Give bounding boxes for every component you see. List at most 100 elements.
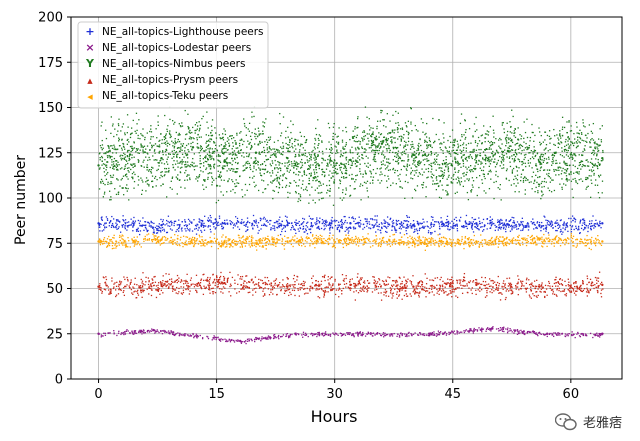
data-point <box>379 229 382 232</box>
data-point <box>312 199 314 201</box>
data-point <box>545 219 547 221</box>
data-point <box>394 137 396 139</box>
data-point <box>571 215 574 217</box>
data-point <box>321 173 323 176</box>
data-point <box>450 155 452 157</box>
data-point <box>138 152 140 154</box>
data-point <box>445 334 448 336</box>
data-point <box>294 163 297 166</box>
data-point <box>305 174 308 176</box>
data-point <box>547 175 549 177</box>
data-point <box>263 172 265 175</box>
data-point <box>136 149 138 151</box>
data-point <box>196 125 199 127</box>
data-point <box>110 132 112 135</box>
data-point <box>339 169 342 171</box>
data-point <box>243 169 245 171</box>
data-point <box>123 168 125 170</box>
data-point <box>596 223 598 225</box>
data-point <box>221 152 224 155</box>
data-point <box>565 175 568 177</box>
data-point <box>385 334 388 336</box>
data-point <box>398 124 400 126</box>
data-point <box>525 142 527 145</box>
data-point <box>358 140 360 142</box>
data-point <box>314 189 316 191</box>
data-point <box>397 159 399 161</box>
data-point <box>364 170 366 172</box>
data-point <box>508 220 510 222</box>
data-point <box>549 142 551 144</box>
data-point <box>209 148 211 150</box>
data-point <box>344 230 346 232</box>
data-point <box>547 223 549 226</box>
data-point <box>244 194 246 196</box>
data-point <box>225 151 227 153</box>
data-point <box>225 340 227 343</box>
data-point <box>425 186 427 188</box>
data-point <box>401 151 404 153</box>
data-point <box>294 332 297 335</box>
data-point <box>555 169 557 171</box>
data-point <box>372 182 374 184</box>
data-point <box>261 338 263 340</box>
data-point <box>473 223 476 225</box>
data-point <box>489 227 491 229</box>
data-point <box>594 334 596 337</box>
data-point <box>540 230 542 232</box>
data-point <box>592 215 594 217</box>
data-point <box>561 170 563 172</box>
data-point <box>164 330 166 332</box>
data-point <box>602 151 604 153</box>
data-point <box>156 229 158 231</box>
data-point <box>365 220 367 223</box>
data-point <box>122 219 124 221</box>
data-point <box>396 220 398 222</box>
data-point <box>133 147 136 149</box>
data-point <box>410 171 412 174</box>
data-point <box>207 226 209 228</box>
data-point <box>306 233 309 235</box>
data-point <box>335 332 337 335</box>
data-point <box>595 158 597 160</box>
data-point <box>361 333 363 335</box>
data-point <box>528 165 531 167</box>
data-point <box>205 155 207 157</box>
data-point <box>281 162 283 165</box>
data-point <box>479 174 481 177</box>
data-point <box>298 179 301 181</box>
data-point <box>425 168 427 170</box>
data-point <box>460 216 462 219</box>
data-point <box>361 137 363 139</box>
data-point <box>254 340 256 343</box>
data-point <box>292 147 294 149</box>
data-point <box>259 169 261 171</box>
data-point <box>192 333 194 336</box>
data-point <box>401 159 404 162</box>
data-point <box>310 333 312 335</box>
data-point <box>441 222 443 224</box>
data-point <box>215 336 218 339</box>
data-point <box>296 163 299 166</box>
data-point <box>346 169 348 172</box>
data-point <box>511 229 513 231</box>
data-point <box>600 333 602 335</box>
data-point <box>194 124 197 126</box>
data-point <box>185 163 187 166</box>
data-point <box>161 171 163 173</box>
data-point <box>395 147 398 149</box>
data-point <box>514 136 517 139</box>
data-point <box>341 155 344 157</box>
data-point <box>279 216 281 218</box>
data-point <box>161 175 163 178</box>
data-point <box>147 229 149 232</box>
data-point <box>274 335 276 338</box>
data-point <box>427 167 430 170</box>
data-point <box>588 175 590 177</box>
data-point <box>414 230 416 232</box>
data-point <box>184 161 187 163</box>
data-point <box>391 139 393 141</box>
data-point <box>375 160 377 163</box>
data-point <box>363 138 365 140</box>
data-point <box>429 140 431 143</box>
